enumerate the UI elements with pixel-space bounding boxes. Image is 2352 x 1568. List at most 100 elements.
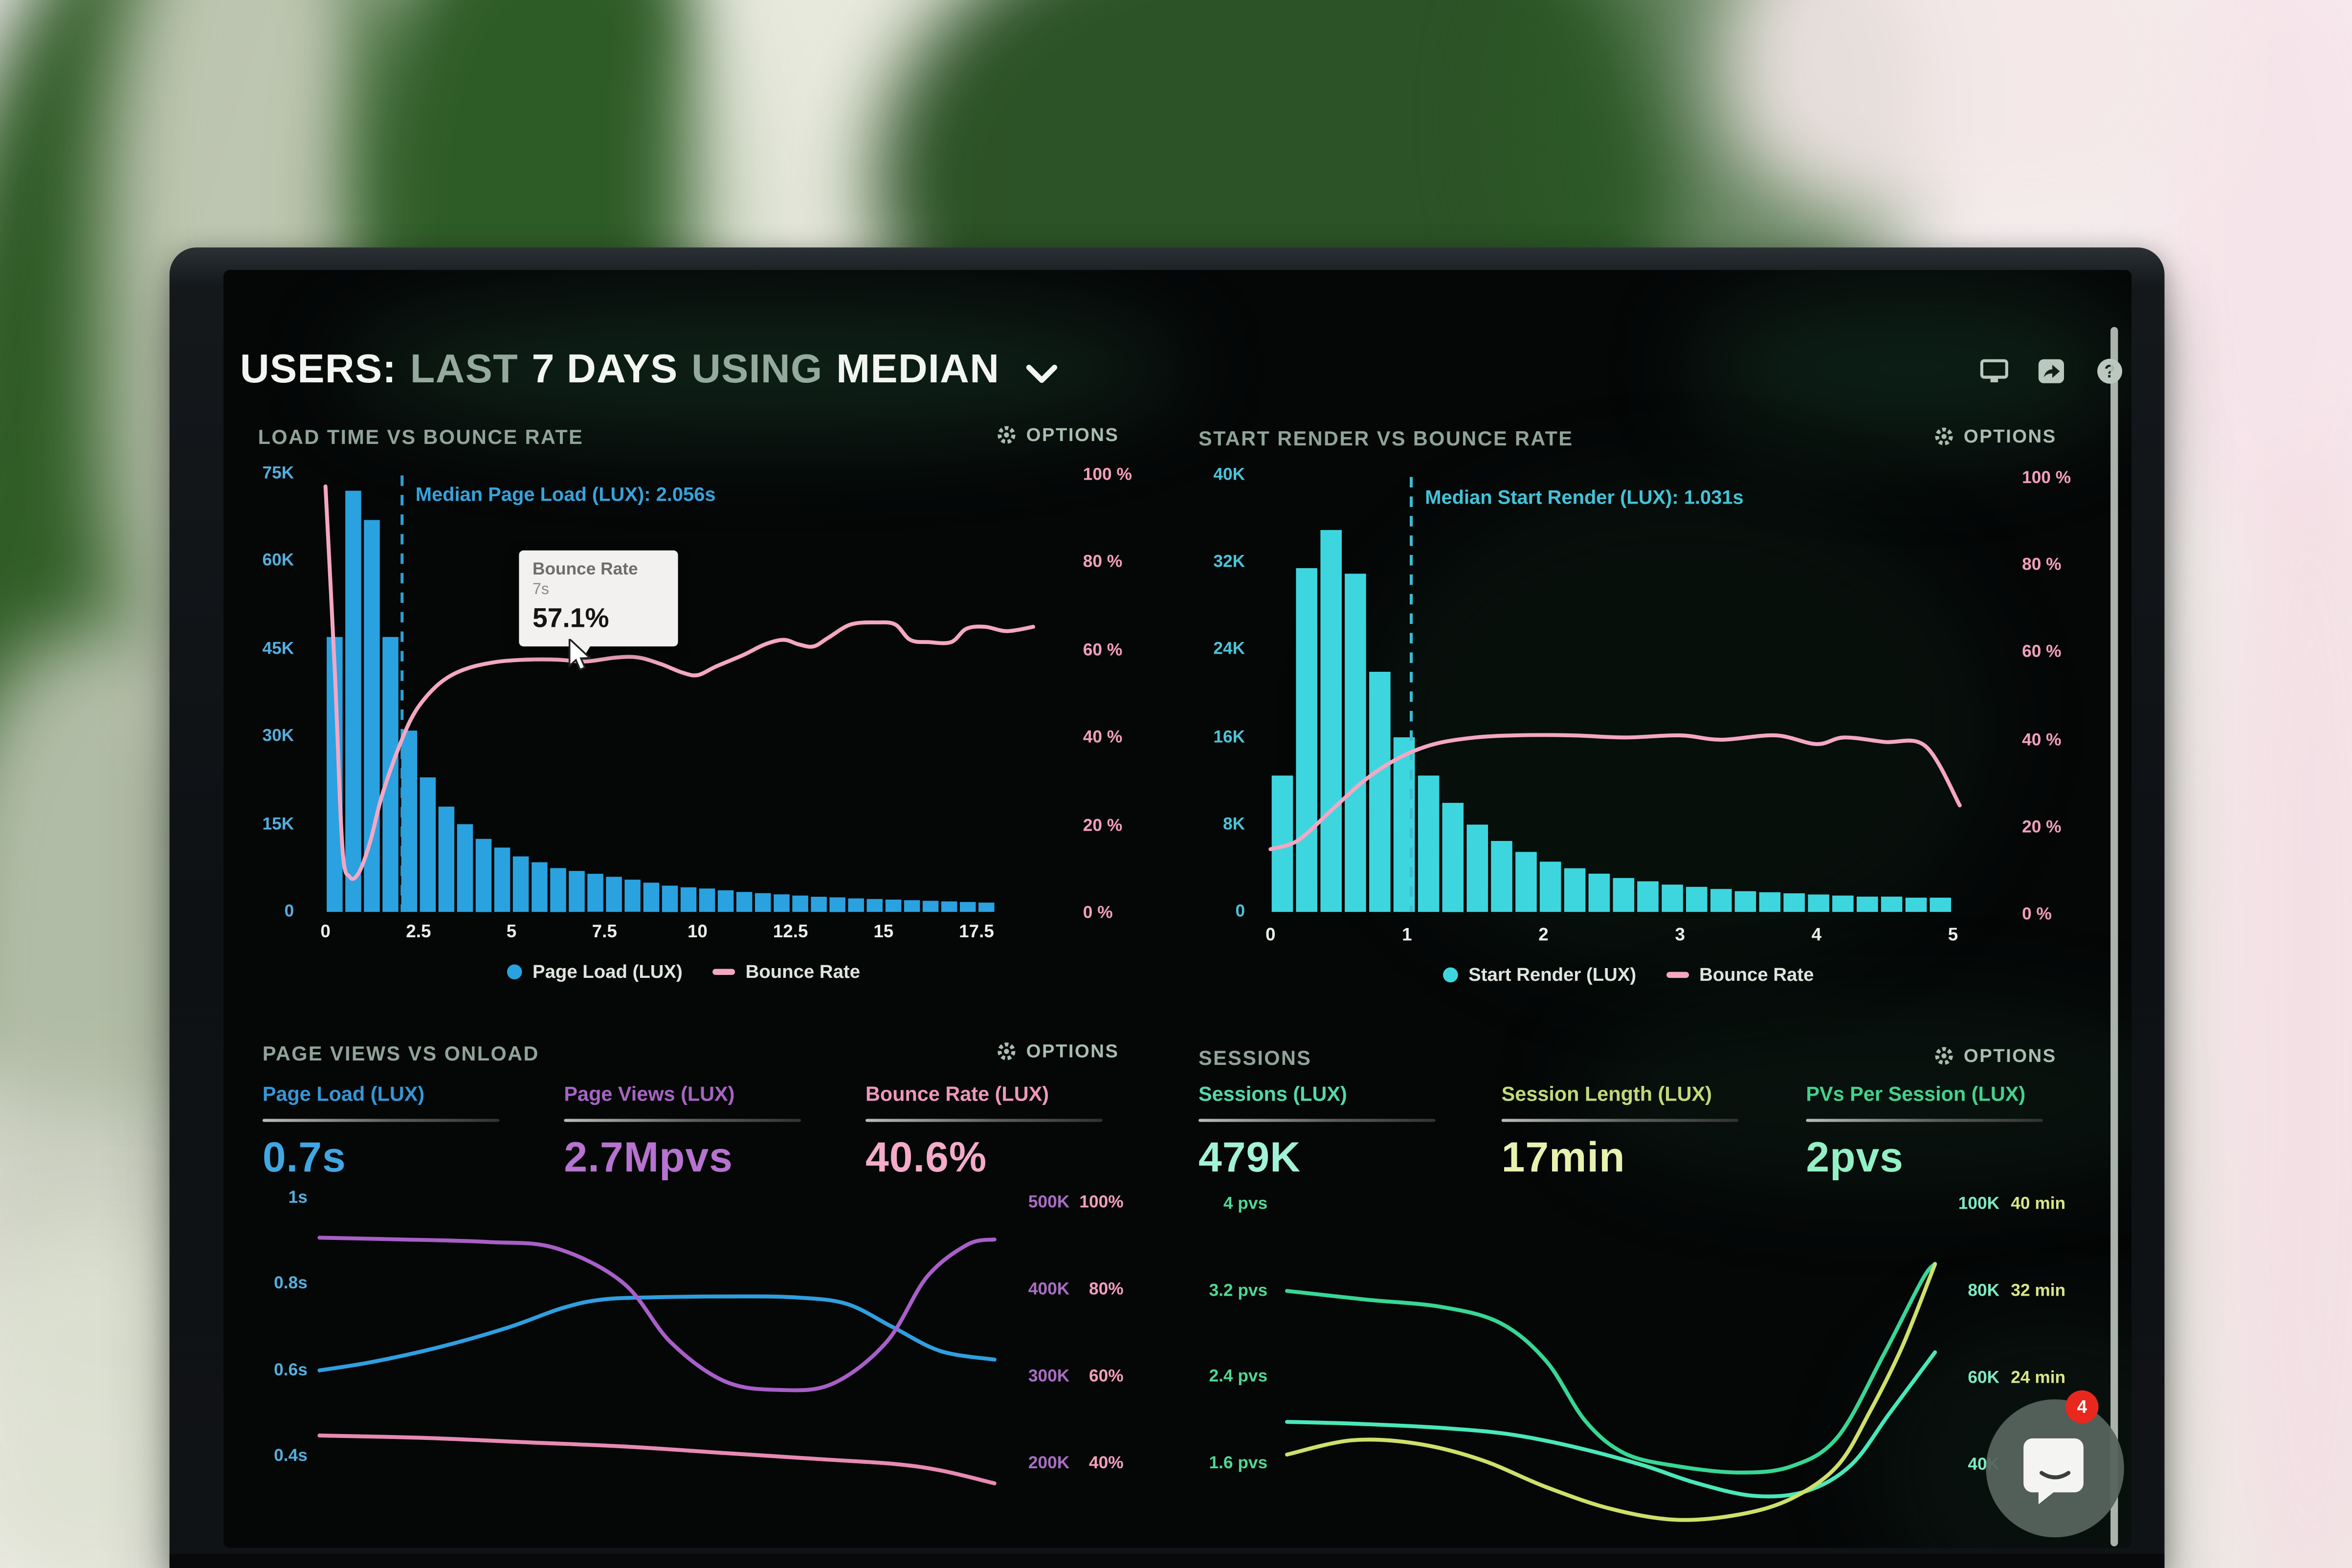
- panel-title-sessions: SESSIONS: [1198, 1047, 1312, 1070]
- axis-tick: 60%: [1088, 1368, 1124, 1386]
- axis-tick: 40K: [1213, 466, 1245, 485]
- metric-label: Page Views (LUX): [564, 1082, 735, 1105]
- legend-load-time: Page Load (LUX) Bounce Rate: [507, 961, 860, 982]
- legend-item[interactable]: Start Render (LUX): [1443, 964, 1636, 985]
- x-axis-tick: 10: [687, 921, 708, 942]
- x-axis-tick: 2.5: [406, 921, 431, 942]
- chevron-down-icon[interactable]: [1026, 364, 1058, 384]
- axis-tick: 200K: [1028, 1455, 1070, 1473]
- axis-tick: 32 min: [2011, 1282, 2066, 1301]
- axis-tick: 30K: [262, 727, 294, 746]
- metric-label: Sessions (LUX): [1198, 1082, 1347, 1105]
- axis-tick: 80 %: [2022, 556, 2062, 575]
- header-toolbar: ?: [1957, 357, 2124, 393]
- axis-tick: 20 %: [2022, 818, 2062, 837]
- options-button-sessions[interactable]: OPTIONS: [1934, 1045, 2057, 1066]
- metric-label: PVs Per Session (LUX): [1806, 1082, 2026, 1105]
- axis-tick: 0: [1235, 903, 1245, 921]
- legend-item[interactable]: Bounce Rate: [712, 961, 860, 982]
- scrollbar[interactable]: [2110, 327, 2118, 1546]
- metric-underline: [262, 1119, 500, 1122]
- pink-wall: [1725, 0, 2205, 225]
- title-word: USING: [691, 346, 823, 392]
- axis-tick: 80 %: [1083, 553, 1123, 572]
- axis-tick: 1.6 pvs: [1209, 1455, 1268, 1473]
- chat-widget-button[interactable]: [1986, 1399, 2124, 1538]
- laptop-hinge: [169, 1554, 2165, 1568]
- dot-marker: [1443, 967, 1458, 983]
- metric-underline: [564, 1119, 801, 1122]
- axis-tick: 60 %: [2022, 644, 2062, 663]
- x-axis-tick: 3: [1675, 924, 1685, 945]
- chat-smile-icon: [2023, 1438, 2084, 1504]
- tooltip-value: 57.1%: [532, 603, 609, 633]
- x-axis-tick: 7.5: [592, 921, 617, 942]
- axis-tick: 40 %: [2022, 731, 2062, 750]
- axis-tick: 40 %: [1083, 729, 1123, 747]
- options-button-load-time[interactable]: OPTIONS: [996, 424, 1119, 445]
- options-button-page-views[interactable]: OPTIONS: [996, 1041, 1119, 1062]
- title-word: LAST: [410, 346, 518, 392]
- legend-start-render: Start Render (LUX) Bounce Rate: [1443, 964, 1814, 985]
- axis-tick: 20 %: [1083, 817, 1123, 835]
- metric-value: 479K: [1198, 1134, 1301, 1181]
- tooltip-series: Bounce Rate: [532, 561, 638, 579]
- axis-tick: 60K: [262, 552, 294, 570]
- axis-tick: 0: [284, 903, 294, 921]
- axis-tick: 24 min: [2011, 1369, 2066, 1388]
- axis-tick: 2.4 pvs: [1209, 1368, 1268, 1387]
- notification-badge: 4: [2065, 1390, 2099, 1424]
- metric-label: Page Load (LUX): [262, 1082, 425, 1105]
- mouse-cursor: [568, 639, 592, 671]
- options-button-start-render[interactable]: OPTIONS: [1934, 426, 2057, 447]
- metric-value: 2pvs: [1806, 1134, 1904, 1181]
- metric-underline: [1198, 1119, 1436, 1122]
- metric-value: 2.7Mpvs: [564, 1134, 733, 1181]
- gear-icon: [1935, 1047, 1953, 1065]
- page-title: USERS: LAST 7 DAYS USING MEDIAN: [240, 347, 1058, 393]
- tooltip: Bounce Rate 7s 57.1%: [519, 550, 678, 660]
- gear-icon: [1935, 427, 1953, 445]
- x-axis-tick: 17.5: [959, 921, 994, 942]
- sessions-linechart[interactable]: [1272, 1185, 1950, 1546]
- legend-item[interactable]: Page Load (LUX): [507, 961, 683, 982]
- axis-tick: 40 min: [2011, 1195, 2066, 1214]
- median-label-start-render: Median Start Render (LUX): 1.031s: [1425, 486, 1744, 508]
- line-marker: [712, 969, 735, 975]
- median-label-page-load: Median Page Load (LUX): 2.056s: [415, 483, 716, 506]
- gear-icon: [998, 426, 1016, 444]
- axis-tick: 400K: [1028, 1281, 1070, 1299]
- load-time-histogram[interactable]: [315, 450, 1072, 945]
- panel-title-page-views: PAGE VIEWS VS ONLOAD: [262, 1042, 539, 1065]
- share-icon[interactable]: [2038, 357, 2066, 385]
- line-marker: [1666, 972, 1689, 978]
- metric-label: Session Length (LUX): [1501, 1082, 1712, 1105]
- dashboard-title: USERS: LAST 7 DAYS USING MEDIAN: [240, 347, 1013, 392]
- metric-underline: [1806, 1119, 2043, 1122]
- x-axis-tick: 12.5: [773, 921, 808, 942]
- axis-tick: 1s: [288, 1189, 308, 1208]
- title-word: 7 DAYS: [532, 346, 678, 392]
- start-render-histogram[interactable]: [1260, 450, 1980, 945]
- axis-tick: 100 %: [1083, 465, 1132, 484]
- metric-label: Bounce Rate (LUX): [865, 1082, 1049, 1105]
- display-icon[interactable]: [1980, 357, 2008, 385]
- axis-tick: 500K: [1028, 1193, 1070, 1212]
- axis-tick: 0.6s: [274, 1361, 308, 1380]
- legend-item[interactable]: Bounce Rate: [1666, 964, 1814, 985]
- page-views-linechart[interactable]: [315, 1185, 1005, 1546]
- help-icon[interactable]: ?: [2095, 357, 2124, 385]
- dot-marker: [507, 964, 522, 980]
- axis-tick: 60 %: [1083, 641, 1123, 660]
- axis-tick: 100%: [1079, 1193, 1124, 1212]
- axis-tick: 80K: [1968, 1282, 2000, 1301]
- title-word: MEDIAN: [836, 346, 1000, 392]
- axis-tick: 0 %: [2022, 905, 2052, 924]
- x-axis-tick: 0: [1265, 924, 1276, 945]
- axis-tick: 60K: [1968, 1369, 2000, 1388]
- title-word: USERS:: [240, 346, 397, 392]
- axis-tick: 4 pvs: [1223, 1195, 1268, 1214]
- x-axis-tick: 15: [873, 921, 894, 942]
- axis-tick: 300K: [1028, 1368, 1070, 1386]
